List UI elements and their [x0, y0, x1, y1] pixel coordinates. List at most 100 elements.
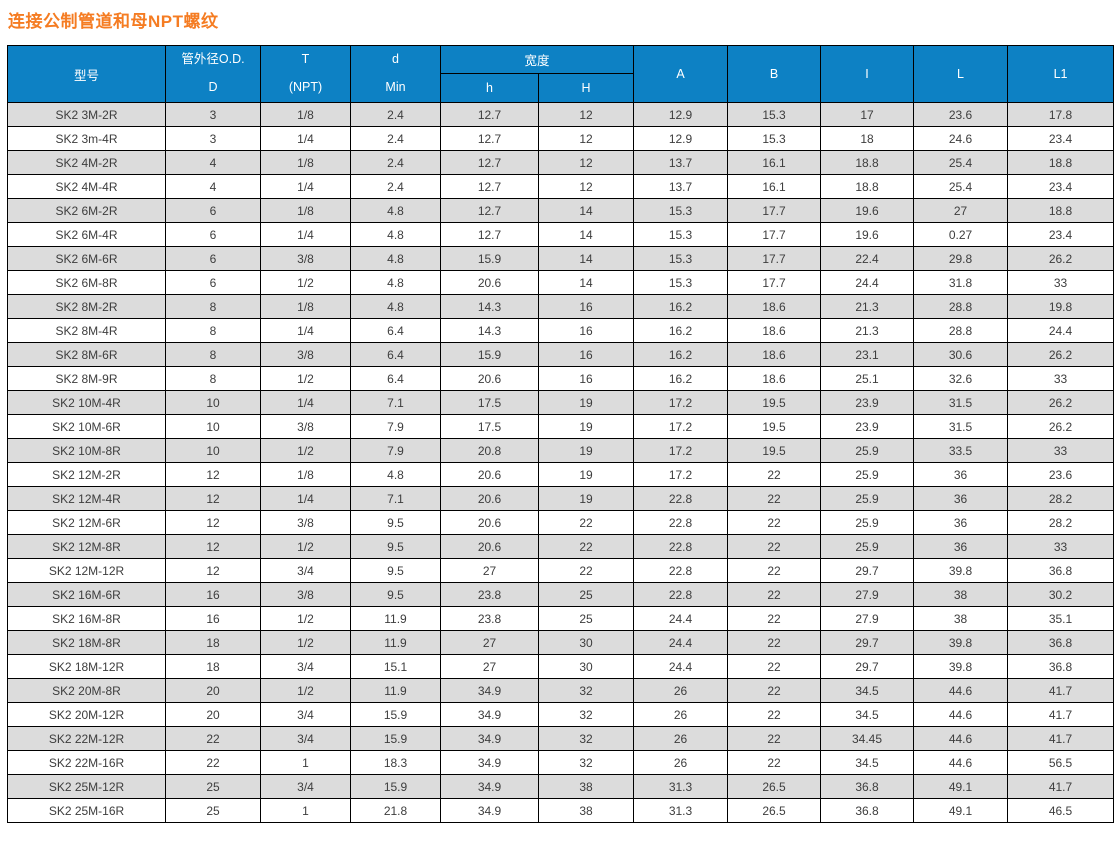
value-cell: 26 — [633, 702, 729, 727]
value-cell: 41.7 — [1007, 702, 1115, 727]
value-cell: 19 — [537, 390, 635, 415]
model-cell: SK2 6M-8R — [7, 270, 166, 295]
model-cell: SK2 3m-4R — [7, 126, 166, 151]
value-cell: 20.6 — [440, 366, 539, 391]
value-cell: 26.2 — [1007, 246, 1115, 271]
value-cell: 34.45 — [820, 726, 915, 751]
value-cell: 7.1 — [350, 486, 441, 511]
value-cell: 12 — [165, 486, 261, 511]
value-cell: 29.8 — [913, 246, 1009, 271]
value-cell: 9.5 — [350, 534, 441, 559]
value-cell: 38 — [537, 774, 635, 799]
value-cell: 19.8 — [1007, 294, 1115, 319]
value-cell: 16 — [537, 366, 635, 391]
table-body: SK2 3M-2R 3 1/8 2.4 12.7 12 12.9 15.3 17 23.6 17.8… — [7, 102, 1115, 823]
model-cell: SK2 25M-12R — [7, 774, 166, 799]
value-cell: 34.5 — [820, 678, 915, 703]
value-cell: 1/2 — [260, 606, 351, 631]
model-cell: SK2 10M-4R — [7, 390, 166, 415]
value-cell: 4.8 — [350, 246, 441, 271]
value-cell: 22.4 — [820, 246, 915, 271]
header-width-group: 宽度 — [439, 45, 635, 74]
value-cell: 21.3 — [820, 318, 915, 343]
header-outer-diameter: 管外径O.D. D — [165, 45, 261, 103]
value-cell: 1/8 — [260, 150, 351, 175]
value-cell: 38 — [913, 606, 1009, 631]
value-cell: 31.3 — [633, 798, 729, 823]
value-cell: 34.9 — [440, 678, 539, 703]
value-cell: 41.7 — [1007, 726, 1115, 751]
value-cell: 29.7 — [820, 558, 915, 583]
value-cell: 17.7 — [727, 246, 822, 271]
value-cell: 12.9 — [633, 102, 729, 127]
value-cell: 12 — [165, 510, 261, 535]
value-cell: 33 — [1007, 270, 1115, 295]
value-cell: 3/8 — [260, 246, 351, 271]
value-cell: 1/8 — [260, 102, 351, 127]
value-cell: 31.5 — [913, 414, 1009, 439]
value-cell: 8 — [165, 342, 261, 367]
value-cell: 38 — [913, 582, 1009, 607]
value-cell: 1 — [260, 798, 351, 823]
value-cell: 19.6 — [820, 198, 915, 223]
model-cell: SK2 18M-8R — [7, 630, 166, 655]
value-cell: 23.4 — [1007, 126, 1115, 151]
value-cell: 25.4 — [913, 174, 1009, 199]
value-cell: 49.1 — [913, 774, 1009, 799]
model-cell: SK2 3M-2R — [7, 102, 166, 127]
value-cell: 11.9 — [350, 606, 441, 631]
value-cell: 3 — [165, 102, 261, 127]
value-cell: 8 — [165, 366, 261, 391]
value-cell: 34.5 — [820, 750, 915, 775]
value-cell: 12.7 — [440, 222, 539, 247]
value-cell: 38 — [537, 798, 635, 823]
value-cell: 28.2 — [1007, 486, 1115, 511]
table-row: SK2 8M-4R 8 1/4 6.4 14.3 16 16.2 18.6 21.3 28.8 24… — [7, 318, 1115, 343]
value-cell: 56.5 — [1007, 750, 1115, 775]
value-cell: 4.8 — [350, 222, 441, 247]
value-cell: 25.9 — [820, 534, 915, 559]
model-cell: SK2 6M-6R — [7, 246, 166, 271]
value-cell: 18.3 — [350, 750, 441, 775]
value-cell: 11.9 — [350, 678, 441, 703]
value-cell: 6 — [165, 246, 261, 271]
value-cell: 12.7 — [440, 198, 539, 223]
model-cell: SK2 6M-2R — [7, 198, 166, 223]
value-cell: 26 — [633, 750, 729, 775]
model-cell: SK2 8M-6R — [7, 342, 166, 367]
value-cell: 7.9 — [350, 414, 441, 439]
table-row: SK2 10M-8R 10 1/2 7.9 20.8 19 17.2 19.5 25.9 33.5… — [7, 438, 1115, 463]
table-row: SK2 20M-8R 20 1/2 11.9 34.9 32 26 22 34.5 44.6 41.… — [7, 678, 1115, 703]
value-cell: 23.4 — [1007, 222, 1115, 247]
value-cell: 1/4 — [260, 486, 351, 511]
header-thread-t-line1: T — [301, 52, 310, 66]
value-cell: 26.2 — [1007, 414, 1115, 439]
value-cell: 44.6 — [913, 702, 1009, 727]
value-cell: 17 — [820, 102, 915, 127]
value-cell: 15.9 — [440, 246, 539, 271]
value-cell: 17.7 — [727, 222, 822, 247]
value-cell: 41.7 — [1007, 678, 1115, 703]
value-cell: 32 — [537, 726, 635, 751]
value-cell: 36 — [913, 534, 1009, 559]
value-cell: 25.1 — [820, 366, 915, 391]
value-cell: 14 — [537, 198, 635, 223]
value-cell: 1/2 — [260, 270, 351, 295]
value-cell: 29.7 — [820, 654, 915, 679]
value-cell: 23.8 — [440, 606, 539, 631]
value-cell: 32.6 — [913, 366, 1009, 391]
value-cell: 3/4 — [260, 702, 351, 727]
value-cell: 23.9 — [820, 390, 915, 415]
table-row: SK2 10M-6R 10 3/8 7.9 17.5 19 17.2 19.5 23.9 31.5… — [7, 414, 1115, 439]
value-cell: 22 — [727, 678, 822, 703]
value-cell: 36.8 — [820, 774, 915, 799]
model-cell: SK2 20M-12R — [7, 702, 166, 727]
header-thread-t-line2: (NPT) — [288, 80, 323, 94]
value-cell: 34.9 — [440, 726, 539, 751]
value-cell: 15.3 — [633, 198, 729, 223]
value-cell: 24.4 — [633, 654, 729, 679]
value-cell: 23.8 — [440, 582, 539, 607]
model-cell: SK2 22M-16R — [7, 750, 166, 775]
table-row: SK2 6M-6R 6 3/8 4.8 15.9 14 15.3 17.7 22.4 29.8 26… — [7, 246, 1115, 271]
value-cell: 26 — [633, 726, 729, 751]
